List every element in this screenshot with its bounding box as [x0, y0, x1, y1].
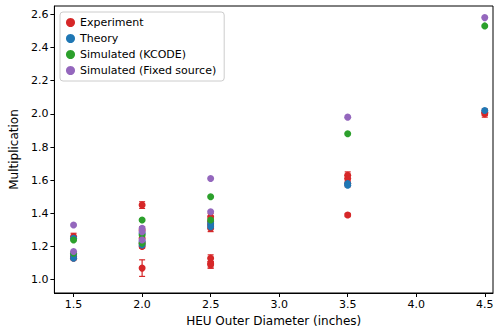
svg-text:Multiplication: Multiplication [7, 109, 21, 190]
svg-text:1.4: 1.4 [31, 207, 49, 220]
svg-text:2.5: 2.5 [202, 298, 220, 311]
svg-text:2.0: 2.0 [31, 107, 49, 120]
svg-text:Theory: Theory [79, 32, 119, 45]
svg-text:2.6: 2.6 [31, 8, 49, 21]
svg-text:3.0: 3.0 [270, 298, 288, 311]
svg-text:4.0: 4.0 [407, 298, 425, 311]
svg-text:2.2: 2.2 [31, 74, 49, 87]
svg-text:Experiment: Experiment [80, 16, 144, 29]
svg-text:1.6: 1.6 [31, 174, 49, 187]
svg-text:Simulated (Fixed source): Simulated (Fixed source) [80, 64, 216, 77]
svg-text:3.5: 3.5 [339, 298, 357, 311]
svg-text:HEU Outer Diameter (inches): HEU Outer Diameter (inches) [186, 314, 361, 328]
svg-text:Simulated (KCODE): Simulated (KCODE) [80, 48, 186, 61]
svg-text:2.4: 2.4 [31, 41, 49, 54]
svg-text:4.5: 4.5 [476, 298, 494, 311]
svg-text:1.0: 1.0 [31, 273, 49, 286]
svg-text:1.2: 1.2 [31, 240, 49, 253]
svg-text:1.5: 1.5 [65, 298, 83, 311]
svg-text:1.8: 1.8 [31, 141, 49, 154]
svg-text:2.0: 2.0 [133, 298, 151, 311]
